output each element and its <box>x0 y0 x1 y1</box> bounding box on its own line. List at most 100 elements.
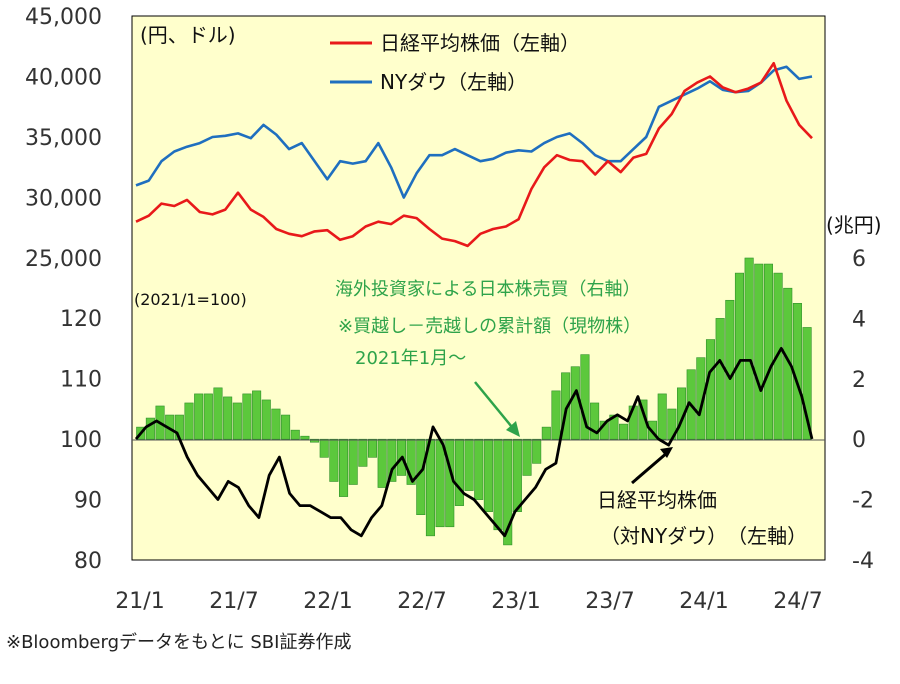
legend-nikkei-label: 日経平均株価（左軸） <box>380 31 580 55</box>
ratio-line-label: 日経平均株価 <box>597 488 717 512</box>
foreign-investor-bar <box>705 339 716 440</box>
foreign-investor-bar <box>454 438 464 506</box>
source-note: ※Bloombergデータをもとに SBI証券作成 <box>6 632 352 653</box>
foreign-investor-bar <box>561 372 571 440</box>
foreign-investor-bar <box>271 408 281 440</box>
foreign-investor-bar <box>232 402 242 440</box>
right-y-tick-label: -2 <box>852 489 874 514</box>
foreign-investor-bars <box>136 257 812 546</box>
foreign-investor-bar <box>252 390 262 440</box>
ratio-label-arrow <box>631 450 669 485</box>
foreign-investor-bar <box>474 438 484 500</box>
start-note-arrowhead <box>506 421 520 437</box>
foreign-investor-bar <box>464 438 474 491</box>
foreign-investor-bar <box>638 399 648 440</box>
foreign-investor-bar <box>696 357 706 440</box>
series-lines <box>134 61 814 538</box>
foreign-investor-bar <box>367 438 378 458</box>
foreign-investor-bar <box>223 396 233 440</box>
foreign-investor-bar <box>551 390 561 440</box>
foreign-investor-bar <box>445 438 455 528</box>
foreign-investor-bar <box>194 393 204 440</box>
foreign-investor-bar <box>619 423 629 440</box>
foreign-investor-bar <box>242 393 252 440</box>
foreign-investor-bar <box>570 366 580 440</box>
series-line-ny-dow <box>135 65 813 199</box>
foreign-investor-bar <box>184 402 194 440</box>
foreign-investor-bar <box>213 387 223 440</box>
foreign-investor-bar <box>281 414 291 440</box>
legend-dow-label: NYダウ（左軸） <box>380 70 527 94</box>
foreign-investor-bar <box>512 438 522 512</box>
foreign-investor-bar <box>329 438 339 482</box>
foreign-investor-bar <box>406 438 416 485</box>
x-tick-label: 21/7 <box>209 589 258 614</box>
foreign-investor-bar <box>725 299 735 440</box>
foreign-investor-bar <box>300 435 310 440</box>
foreign-investor-bar <box>802 327 812 440</box>
foreign-investor-bar <box>763 263 773 440</box>
right-y-tick-label: -4 <box>852 549 874 574</box>
right-y-tick-label: 2 <box>852 368 866 393</box>
lower-y-tick-label: 100 <box>60 428 102 453</box>
right-y-tick-label: 6 <box>852 247 866 272</box>
series-line-nikkei-vs-dow <box>134 346 814 538</box>
x-tick-label: 23/7 <box>585 589 634 614</box>
foreign-investor-bar <box>734 272 745 440</box>
upper-y-tick-label: 35,000 <box>25 126 102 151</box>
foreign-investor-bar <box>435 438 445 528</box>
foreign-investor-bar <box>522 438 532 476</box>
lower-y-tick-label: 120 <box>60 307 102 332</box>
upper-y-tick-label: 30,000 <box>25 187 102 212</box>
foreign-investor-bar <box>261 399 271 440</box>
foreign-investor-bar <box>203 393 213 440</box>
lower-left-unit-label: (2021/1=100) <box>134 290 247 309</box>
upper-unit-label: (円、ドル) <box>140 23 236 47</box>
right-y-tick-label: 4 <box>852 307 866 332</box>
foreign-investor-bar <box>319 438 329 458</box>
foreign-investor-bar <box>310 438 320 443</box>
right-y-tick-label: 0 <box>852 428 866 453</box>
upper-y-tick-label: 25,000 <box>25 247 102 272</box>
upper-y-tick-label: 40,000 <box>25 66 102 91</box>
right-axis-unit-label: (兆円) <box>826 213 882 237</box>
foreign-investor-bar <box>483 438 493 512</box>
foreign-investor-bar <box>348 438 358 485</box>
upper-y-tick-label: 45,000 <box>25 5 102 30</box>
foreign-investor-bar <box>541 426 551 440</box>
x-tick-label: 24/7 <box>773 589 822 614</box>
foreign-investor-bar <box>580 354 590 440</box>
foreign-investor-bar <box>590 402 600 440</box>
foreign-investor-bar <box>377 438 387 488</box>
x-tick-label: 23/1 <box>491 589 540 614</box>
foreign-investor-bar <box>754 263 764 440</box>
bar-series-title: 海外投資家による日本株売買（右軸） <box>335 279 640 300</box>
foreign-investor-bar <box>744 257 754 440</box>
foreign-investor-bar <box>657 393 667 440</box>
foreign-investor-bar <box>532 438 542 464</box>
foreign-investor-bar <box>338 438 349 497</box>
ratio-line-sublabel: （対NYダウ） （左軸） <box>600 524 807 548</box>
x-tick-label: 24/1 <box>679 589 728 614</box>
lower-y-tick-label: 80 <box>74 549 102 574</box>
foreign-investor-bar <box>290 429 300 440</box>
foreign-investor-bar <box>493 438 503 531</box>
lower-y-tick-label: 110 <box>60 368 102 393</box>
tick-labels: 25,000 30,000 35,000 40,000 45,000 80 90 100 110… <box>25 5 874 614</box>
start-note-arrow <box>474 381 517 433</box>
series-line-nikkei <box>135 61 813 248</box>
bar-series-start-note: 2021年1月～ <box>355 348 466 369</box>
foreign-investor-bar <box>503 438 513 546</box>
foreign-investor-bar <box>715 318 725 440</box>
lower-y-tick-label: 90 <box>74 489 102 514</box>
x-tick-label: 22/1 <box>303 589 352 614</box>
x-tick-label: 22/7 <box>397 589 446 614</box>
foreign-investor-bar <box>387 438 397 482</box>
bar-series-note: ※買越し－売越しの累計額（現物株） <box>338 316 641 337</box>
foreign-investor-bar <box>609 414 619 440</box>
ratio-label-arrowhead <box>660 447 673 458</box>
foreign-investor-bar <box>783 287 793 440</box>
x-tick-label: 21/1 <box>115 589 164 614</box>
foreign-investor-bar <box>358 438 368 467</box>
